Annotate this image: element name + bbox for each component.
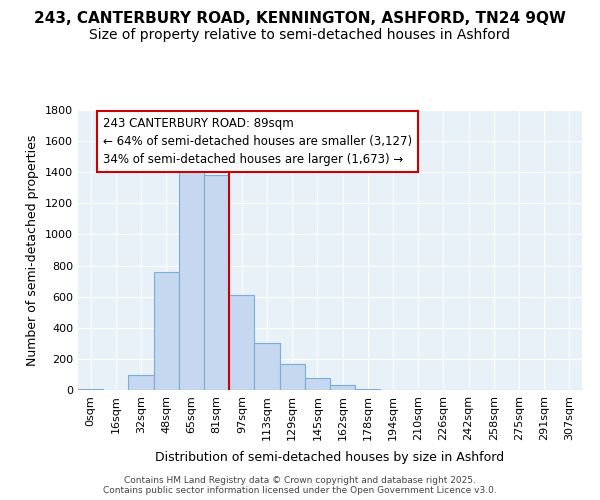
X-axis label: Distribution of semi-detached houses by size in Ashford: Distribution of semi-detached houses by … xyxy=(155,451,505,464)
Bar xyxy=(330,386,355,390)
Bar xyxy=(128,375,154,390)
Bar xyxy=(154,272,179,390)
Bar xyxy=(280,364,305,390)
Y-axis label: Number of semi-detached properties: Number of semi-detached properties xyxy=(26,134,40,366)
Bar xyxy=(179,166,204,390)
Bar xyxy=(355,389,380,390)
Bar xyxy=(204,176,229,390)
Text: 243 CANTERBURY ROAD: 89sqm
← 64% of semi-detached houses are smaller (3,127)
34%: 243 CANTERBURY ROAD: 89sqm ← 64% of semi… xyxy=(103,117,412,166)
Bar xyxy=(78,389,103,390)
Text: 243, CANTERBURY ROAD, KENNINGTON, ASHFORD, TN24 9QW: 243, CANTERBURY ROAD, KENNINGTON, ASHFOR… xyxy=(34,11,566,26)
Text: Size of property relative to semi-detached houses in Ashford: Size of property relative to semi-detach… xyxy=(89,28,511,42)
Bar xyxy=(229,295,254,390)
Text: Contains HM Land Registry data © Crown copyright and database right 2025.
Contai: Contains HM Land Registry data © Crown c… xyxy=(103,476,497,495)
Bar xyxy=(254,344,280,390)
Bar xyxy=(305,378,330,390)
